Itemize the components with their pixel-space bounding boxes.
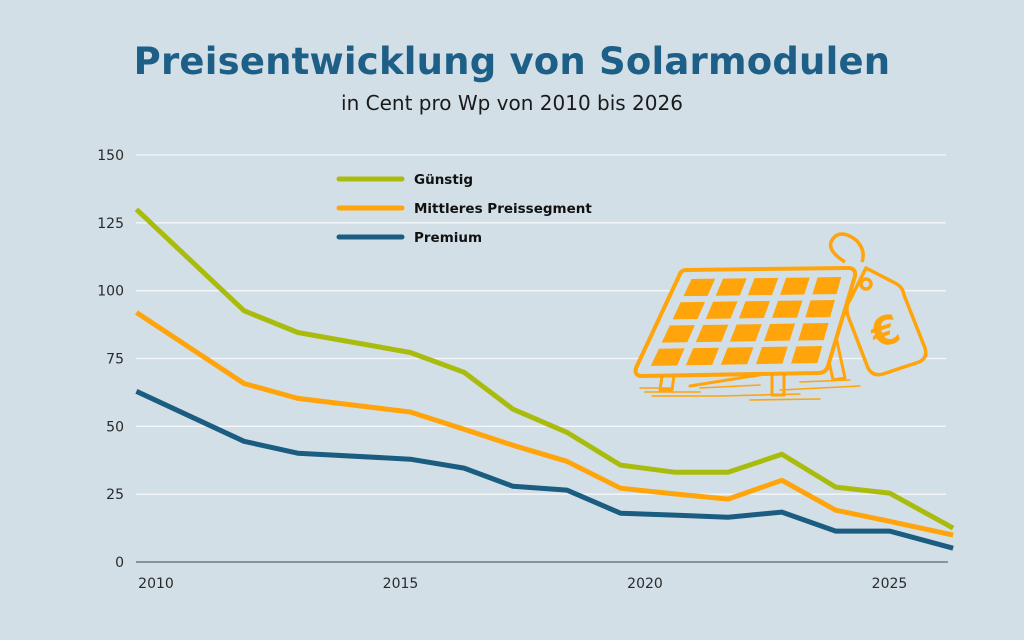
x-axis-ticks: 2010 2015 2020 2025: [138, 576, 907, 592]
x-tick-label: 2025: [872, 576, 908, 592]
chart-subtitle: in Cent pro Wp von 2010 bis 2026: [341, 91, 683, 115]
solar-cell: [780, 277, 810, 295]
ground-lines-icon: [639, 379, 861, 401]
solar-cell: [798, 323, 829, 341]
solar-cell: [685, 347, 720, 366]
solar-cell: [683, 278, 716, 297]
solar-cell: [715, 278, 747, 296]
y-tick-label: 0: [115, 555, 124, 571]
y-tick-label: 25: [106, 487, 124, 503]
solar-cells: [650, 277, 842, 366]
legend-label: Günstig: [414, 172, 473, 188]
solar-cell: [705, 301, 738, 319]
legend-label: Mittleres Preissegment: [414, 201, 592, 217]
y-tick-label: 100: [97, 284, 124, 300]
price-tag-icon: €: [828, 232, 928, 377]
solar-cell: [672, 301, 705, 320]
solar-cell: [772, 300, 803, 318]
x-tick-label: 2010: [138, 576, 174, 592]
series-line-1: [135, 310, 954, 538]
chart-title: Preisentwicklung von Solarmodulen: [133, 40, 891, 83]
solar-cell: [747, 277, 779, 296]
solar-cell: [812, 277, 842, 295]
solar-cell: [720, 347, 754, 365]
solar-cell: [791, 346, 823, 364]
solar-cell: [738, 300, 770, 319]
y-tick-label: 125: [97, 216, 124, 232]
series-lines: [134, 207, 955, 551]
y-tick-label: 75: [106, 352, 124, 368]
solar-cell: [661, 325, 695, 343]
x-tick-label: 2015: [383, 576, 419, 592]
series-line-0: [134, 207, 955, 531]
solar-cell: [650, 348, 685, 366]
solar-cell: [695, 324, 729, 343]
series-line-2: [135, 389, 954, 551]
legend: Günstig Mittleres Preissegment Premium: [336, 172, 592, 246]
y-tick-label: 150: [97, 148, 124, 164]
solar-cell: [729, 324, 762, 342]
solar-cell: [756, 346, 788, 365]
solar-cell: [764, 323, 796, 342]
solar-cell: [805, 300, 835, 318]
legend-label: Premium: [414, 230, 482, 246]
y-axis-ticks: 0 25 50 75 100 125 150: [97, 148, 124, 571]
solar-panel-price-tag-icon: €: [633, 232, 928, 401]
y-tick-label: 50: [106, 419, 124, 435]
x-tick-label: 2020: [627, 576, 663, 592]
